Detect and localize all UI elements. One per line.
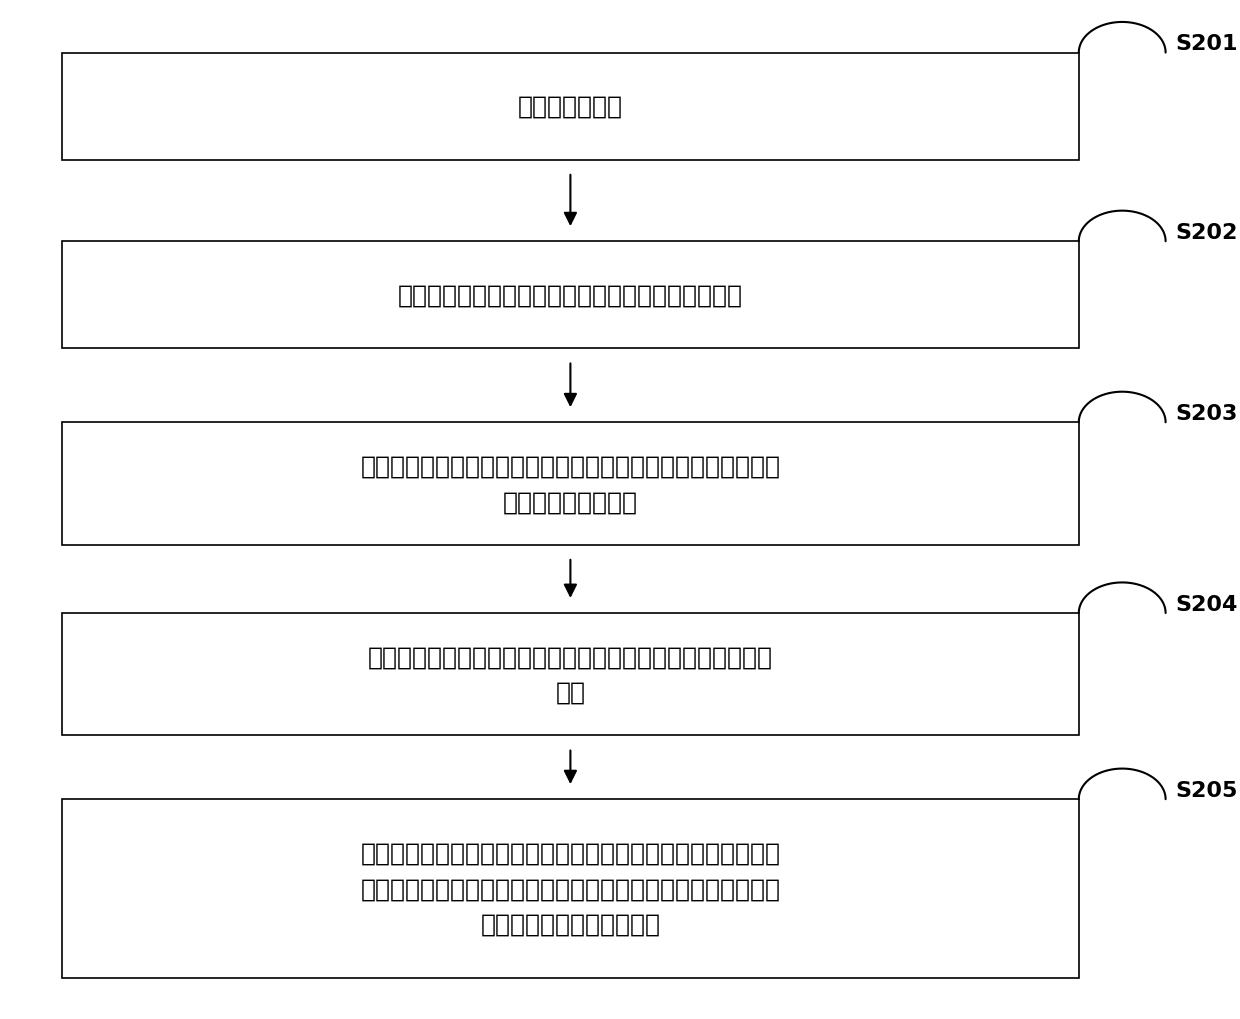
Text: 对所述待标注图像进行人体检测，得到第一人体边框: 对所述待标注图像进行人体检测，得到第一人体边框 xyxy=(398,283,743,308)
Text: 获取待标注图像: 获取待标注图像 xyxy=(518,95,622,119)
Bar xyxy=(62,799,1079,978)
Text: 对所述待标注图像进行人体区域检测，得到人体可见区域标注
信息: 对所述待标注图像进行人体区域检测，得到人体可见区域标注 信息 xyxy=(368,645,773,704)
Text: 确定与所述第一人体边框关联的人体部位信息以及确定与所述第
一人体边框关联的人体可见区域标注信息，完成对所述第一人体
边框的人体完整度数据标注: 确定与所述第一人体边框关联的人体部位信息以及确定与所述第 一人体边框关联的人体可… xyxy=(361,842,780,935)
Bar xyxy=(62,53,1079,160)
Bar xyxy=(62,613,1079,736)
Text: S202: S202 xyxy=(1176,223,1238,243)
Text: S203: S203 xyxy=(1176,404,1238,424)
Bar xyxy=(62,243,1079,348)
Text: S205: S205 xyxy=(1176,781,1238,800)
Text: 对所述待标注图像进行人体关键点检测，根据检测到的人体关键
点确定人体部位信息: 对所述待标注图像进行人体关键点检测，根据检测到的人体关键 点确定人体部位信息 xyxy=(361,454,780,514)
Bar xyxy=(62,423,1079,545)
Text: S204: S204 xyxy=(1176,594,1238,614)
Text: S201: S201 xyxy=(1176,35,1238,54)
